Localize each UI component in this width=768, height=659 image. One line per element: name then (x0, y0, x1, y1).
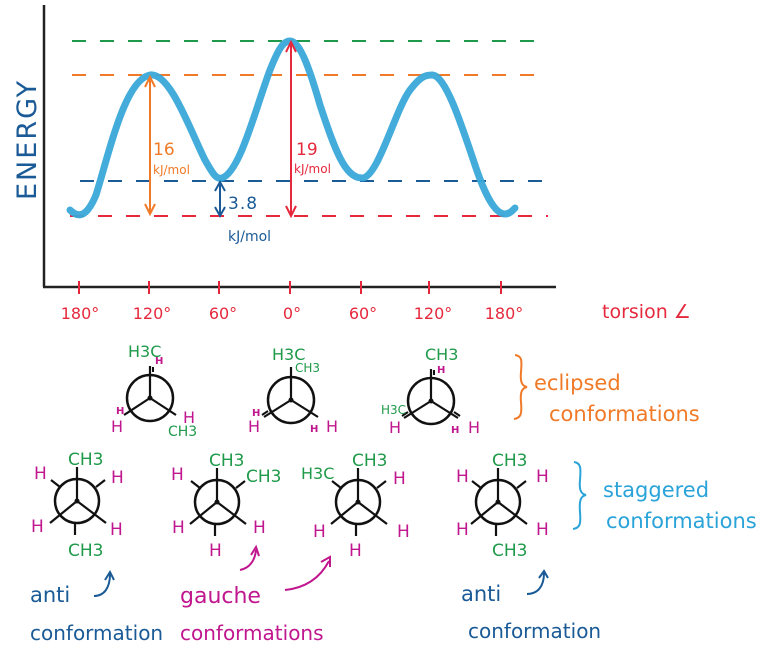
newman-staggered-anti-1: CH3 H H H H CH3 (31, 450, 124, 561)
top-substituent: CH3 (492, 451, 527, 471)
arrow-19kj (285, 39, 297, 219)
x-axis-label: torsion ∠ (602, 301, 691, 323)
label-3-8-unit: kJ/mol (228, 229, 271, 245)
conformation-labels: anti conformation gauche conformations a… (30, 544, 601, 645)
arrow-3-8kj (214, 179, 226, 219)
label-16-unit: kJ/mol (153, 163, 190, 177)
right-substituent: H (326, 417, 338, 436)
bottom-substituent: CH3 (492, 541, 527, 561)
right-substituent: H (183, 408, 195, 427)
energy-curve (66, 37, 519, 219)
back-top-substituent: H (437, 365, 445, 376)
top-substituent: CH3 (352, 451, 387, 471)
right-back-substituent: H (451, 425, 459, 436)
newman-eclipsed-3: CH3 H H3C H H H (381, 345, 480, 437)
eclipsed-label-line2: conformations (549, 402, 700, 426)
left-substituent: H (248, 417, 260, 436)
back-top-substituent: H (155, 356, 163, 367)
staggered-label-line1: staggered (603, 478, 709, 502)
eclipsed-projections: H3C H H H H CH3 H3C CH3 H H H H (111, 342, 700, 440)
bottom-substituent: CH3 (68, 541, 103, 561)
bottom-substituent: H (349, 541, 362, 561)
newman-eclipsed-2: H3C CH3 H H H H (248, 345, 338, 436)
front-top-substituent: H3C (272, 345, 305, 364)
upper-right-substituent: H (393, 469, 406, 489)
top-substituent: CH3 (68, 450, 103, 470)
label-16-value: 16 (153, 140, 175, 160)
gauche-arrow-2 (284, 560, 330, 591)
upper-left-substituent: H3C (301, 464, 334, 483)
newman-staggered-anti-2: CH3 H H H H CH3 (456, 451, 549, 561)
x-tick-marks (78, 281, 502, 294)
lower-left-substituent: H (172, 518, 185, 538)
x-tick-label: 180° (61, 304, 100, 323)
newman-staggered-gauche-1: CH3 H CH3 H H H (171, 451, 281, 561)
lower-right-substituent: H (110, 520, 123, 540)
anti-left-label-line2: conformation (30, 621, 163, 645)
upper-right-substituent: H (111, 468, 124, 488)
right-back-substituent: H (310, 424, 318, 435)
upper-left-substituent: H (456, 467, 469, 487)
newman-eclipsed-1: H3C H H H H CH3 (111, 342, 197, 440)
lower-left-substituent: H (313, 522, 326, 542)
upper-left-substituent: H (171, 465, 184, 485)
lower-left-substituent: H (456, 520, 469, 540)
x-tick-label: 60° (349, 304, 377, 323)
right-substituent: H (468, 418, 480, 437)
anti-right-arrow (526, 572, 545, 595)
front-top-substituent: CH3 (425, 345, 458, 364)
upper-left-substituent: H (34, 464, 47, 484)
top-substituent: CH3 (209, 451, 244, 471)
anti-right-label-line2: conformation (468, 619, 601, 643)
front-top-substituent: H3C (128, 342, 161, 361)
lower-right-substituent: H (536, 520, 549, 540)
left-back-substituent: H (116, 406, 124, 417)
left-back-substituent: H (252, 408, 260, 419)
back-top-substituent: CH3 (295, 361, 320, 375)
x-tick-label: 0° (283, 304, 301, 323)
eclipsed-label-line1: eclipsed (534, 371, 621, 395)
y-axis-label: ENERGY (12, 79, 43, 200)
newman-staggered-gauche-2: CH3 H3C H H H H (301, 451, 410, 561)
energy-graph: ENERGY 16 kJ/mol 3.8 kJ/mol 19 (12, 5, 691, 323)
eclipsed-bracket (513, 354, 528, 420)
lower-left-substituent: H (31, 517, 44, 537)
left-substituent: H (111, 417, 123, 436)
gauche-label-line2: conformations (180, 621, 324, 645)
gauche-label-line1: gauche (180, 584, 261, 609)
staggered-label-line2: conformations (606, 509, 757, 533)
x-tick-label: 180° (485, 304, 524, 323)
label-19-unit: kJ/mol (294, 162, 331, 176)
staggered-projections: CH3 H H H H CH3 CH3 H CH3 H H H (31, 450, 757, 561)
x-tick-label: 120° (414, 304, 453, 323)
gauche-arrow-1 (239, 549, 257, 571)
bottom-substituent: H (209, 541, 222, 561)
label-19-value: 19 (296, 140, 318, 160)
staggered-bracket (572, 461, 587, 530)
lower-right-substituent: H (397, 522, 410, 542)
anti-right-label-line1: anti (461, 582, 501, 606)
anti-left-label-line1: anti (30, 583, 70, 607)
lower-right-substituent: H (253, 518, 266, 538)
upper-right-substituent: H (536, 467, 549, 487)
left-back-substituent: H3C (381, 403, 406, 417)
x-tick-label: 60° (209, 304, 237, 323)
x-tick-label: 120° (133, 304, 172, 323)
left-substituent: H (389, 418, 401, 437)
label-3-8-value: 3.8 (228, 194, 258, 214)
x-tick-labels: 180° 120° 60° 0° 60° 120° 180° (61, 304, 524, 323)
right-back-substituent: CH3 (168, 424, 197, 440)
arrow-16kj (144, 74, 156, 217)
upper-right-substituent: CH3 (246, 467, 281, 487)
anti-left-arrow (93, 573, 111, 597)
